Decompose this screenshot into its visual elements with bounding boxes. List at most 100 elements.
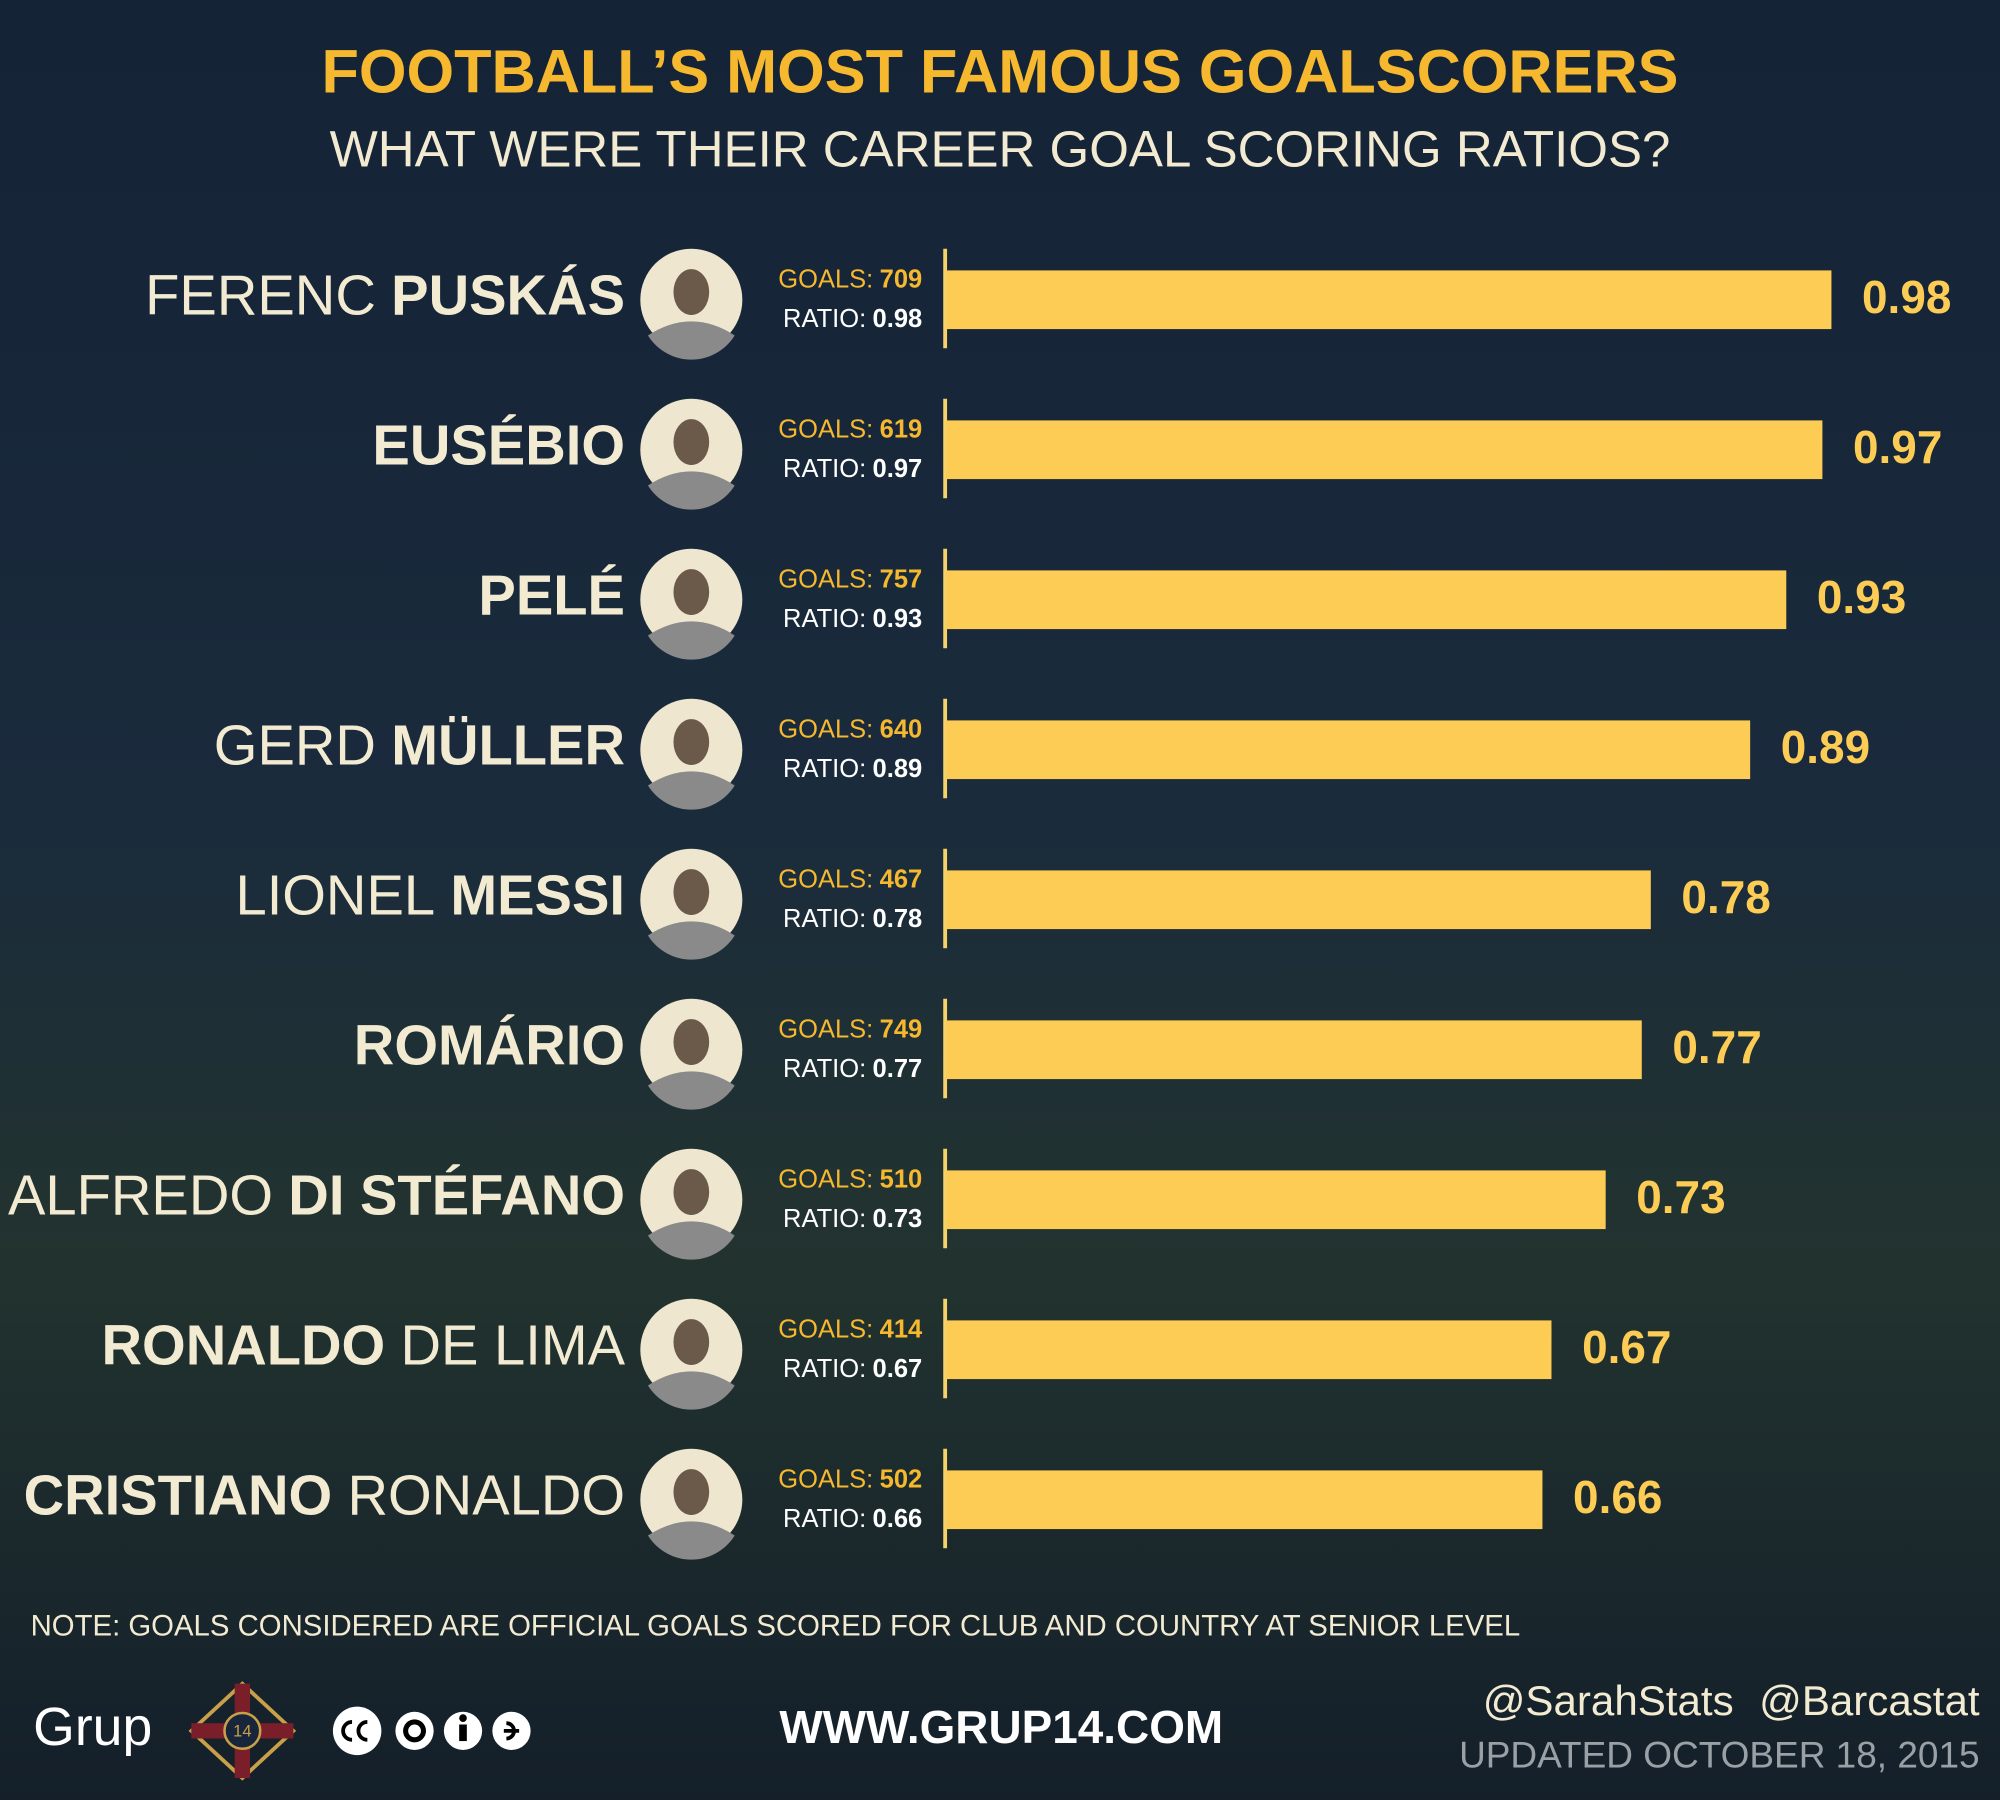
ratio-text: RATIO: 0.73 bbox=[783, 1205, 922, 1233]
name-part: ROMÁRIO bbox=[354, 1014, 625, 1077]
value-label: 0.77 bbox=[1672, 1021, 1761, 1073]
goals-value: 467 bbox=[880, 865, 923, 893]
player-photo bbox=[640, 848, 743, 960]
bar bbox=[946, 1470, 1543, 1530]
logo-number: 14 bbox=[233, 1722, 251, 1741]
bar bbox=[946, 720, 1751, 780]
goals-value: 502 bbox=[880, 1465, 923, 1493]
goals-text: GOALS: 414 bbox=[778, 1315, 923, 1343]
ratio-text: RATIO: 0.97 bbox=[783, 455, 922, 483]
name-part: EUSÉBIO bbox=[372, 414, 625, 477]
handles: @SarahStats @Barcastat bbox=[1483, 1677, 1980, 1724]
goals-label: GOALS: bbox=[778, 565, 873, 593]
name-part: MÜLLER bbox=[391, 714, 625, 777]
ratio-value: 0.78 bbox=[873, 905, 923, 933]
goals-value: 709 bbox=[880, 265, 923, 293]
player-photo bbox=[640, 1448, 743, 1560]
name-part: ALFREDO bbox=[8, 1164, 273, 1227]
goals-label: GOALS: bbox=[778, 1315, 873, 1343]
player-name: LIONEL MESSI bbox=[235, 864, 625, 927]
photo-face bbox=[673, 569, 710, 616]
photo-shoulders bbox=[647, 471, 735, 510]
ratio-value: 0.67 bbox=[873, 1355, 923, 1383]
name-part: PELÉ bbox=[478, 564, 625, 627]
value-label: 0.93 bbox=[1817, 571, 1906, 623]
bar bbox=[946, 870, 1651, 930]
ratio-text: RATIO: 0.78 bbox=[783, 905, 922, 933]
goals-text: GOALS: 502 bbox=[778, 1465, 922, 1493]
player-name: ROMÁRIO bbox=[354, 1014, 625, 1077]
bar bbox=[946, 420, 1823, 480]
player-photo bbox=[640, 248, 743, 360]
goals-value: 640 bbox=[880, 715, 923, 743]
player-name: ALFREDO DI STÉFANO bbox=[8, 1164, 625, 1227]
goals-text: GOALS: 757 bbox=[778, 565, 922, 593]
ratio-value: 0.93 bbox=[873, 605, 923, 633]
ratio-text: RATIO: 0.93 bbox=[783, 605, 922, 633]
name-part: DI STÉFANO bbox=[288, 1164, 625, 1227]
photo-face bbox=[673, 1019, 710, 1066]
ratio-text: RATIO: 0.67 bbox=[783, 1355, 922, 1383]
ratio-label: RATIO: bbox=[783, 755, 866, 783]
bar bbox=[946, 1170, 1606, 1230]
goals-label: GOALS: bbox=[778, 1165, 873, 1193]
value-label: 0.67 bbox=[1582, 1321, 1671, 1373]
name-part: PUSKÁS bbox=[391, 264, 625, 327]
goals-value: 510 bbox=[880, 1165, 923, 1193]
goals-label: GOALS: bbox=[778, 865, 873, 893]
goals-label: GOALS: bbox=[778, 415, 873, 443]
photo-shoulders bbox=[647, 921, 735, 960]
license-icons bbox=[332, 1706, 531, 1756]
bar bbox=[946, 1020, 1642, 1080]
goals-label: GOALS: bbox=[778, 265, 873, 293]
brand: Grup bbox=[33, 1698, 152, 1757]
ratio-value: 0.98 bbox=[873, 305, 923, 333]
photo-shoulders bbox=[647, 1221, 735, 1260]
value-label: 0.97 bbox=[1853, 421, 1942, 473]
player-photo bbox=[640, 698, 743, 810]
photo-shoulders bbox=[647, 621, 735, 660]
ratio-value: 0.97 bbox=[873, 455, 923, 483]
ratio-value: 0.89 bbox=[873, 755, 923, 783]
handle: @Barcastat bbox=[1759, 1677, 1980, 1724]
photo-shoulders bbox=[647, 771, 735, 810]
photo-shoulders bbox=[647, 1071, 735, 1110]
goals-text: GOALS: 467 bbox=[778, 865, 922, 893]
goals-label: GOALS: bbox=[778, 1015, 873, 1043]
name-part: MESSI bbox=[450, 864, 625, 927]
name-part: FERENC bbox=[145, 264, 376, 327]
ratio-label: RATIO: bbox=[783, 905, 866, 933]
photo-face bbox=[673, 1169, 710, 1216]
goals-text: GOALS: 709 bbox=[778, 265, 922, 293]
ratio-text: RATIO: 0.89 bbox=[783, 755, 922, 783]
value-label: 0.66 bbox=[1573, 1471, 1662, 1523]
photo-face bbox=[673, 1469, 710, 1516]
name-part: CRISTIANO bbox=[24, 1464, 333, 1527]
name-part: LIONEL bbox=[235, 864, 435, 927]
chart-subtitle: WHAT WERE THEIR CAREER GOAL SCORING RATI… bbox=[330, 121, 1671, 178]
player-photo bbox=[640, 398, 743, 510]
bar bbox=[946, 1320, 1552, 1380]
ratio-value: 0.66 bbox=[873, 1505, 923, 1533]
value-label: 0.98 bbox=[1862, 271, 1951, 323]
photo-face bbox=[673, 719, 710, 766]
goals-text: GOALS: 749 bbox=[778, 1015, 922, 1043]
value-label: 0.73 bbox=[1636, 1171, 1725, 1223]
updated: UPDATED OCTOBER 18, 2015 bbox=[1459, 1734, 1980, 1775]
ratio-value: 0.73 bbox=[873, 1205, 923, 1233]
bar bbox=[946, 570, 1787, 630]
name-part: DE LIMA bbox=[401, 1314, 626, 1377]
photo-face bbox=[673, 269, 710, 316]
player-name: GERD MÜLLER bbox=[214, 714, 625, 777]
photo-shoulders bbox=[647, 1371, 735, 1410]
ratio-text: RATIO: 0.66 bbox=[783, 1505, 922, 1533]
value-label: 0.89 bbox=[1781, 721, 1870, 773]
player-name: PELÉ bbox=[478, 564, 625, 627]
photo-face bbox=[673, 419, 710, 466]
ratio-label: RATIO: bbox=[783, 305, 866, 333]
photo-shoulders bbox=[647, 1521, 735, 1560]
ratio-label: RATIO: bbox=[783, 1355, 866, 1383]
player-photo bbox=[640, 1298, 743, 1410]
photo-face bbox=[673, 869, 710, 916]
